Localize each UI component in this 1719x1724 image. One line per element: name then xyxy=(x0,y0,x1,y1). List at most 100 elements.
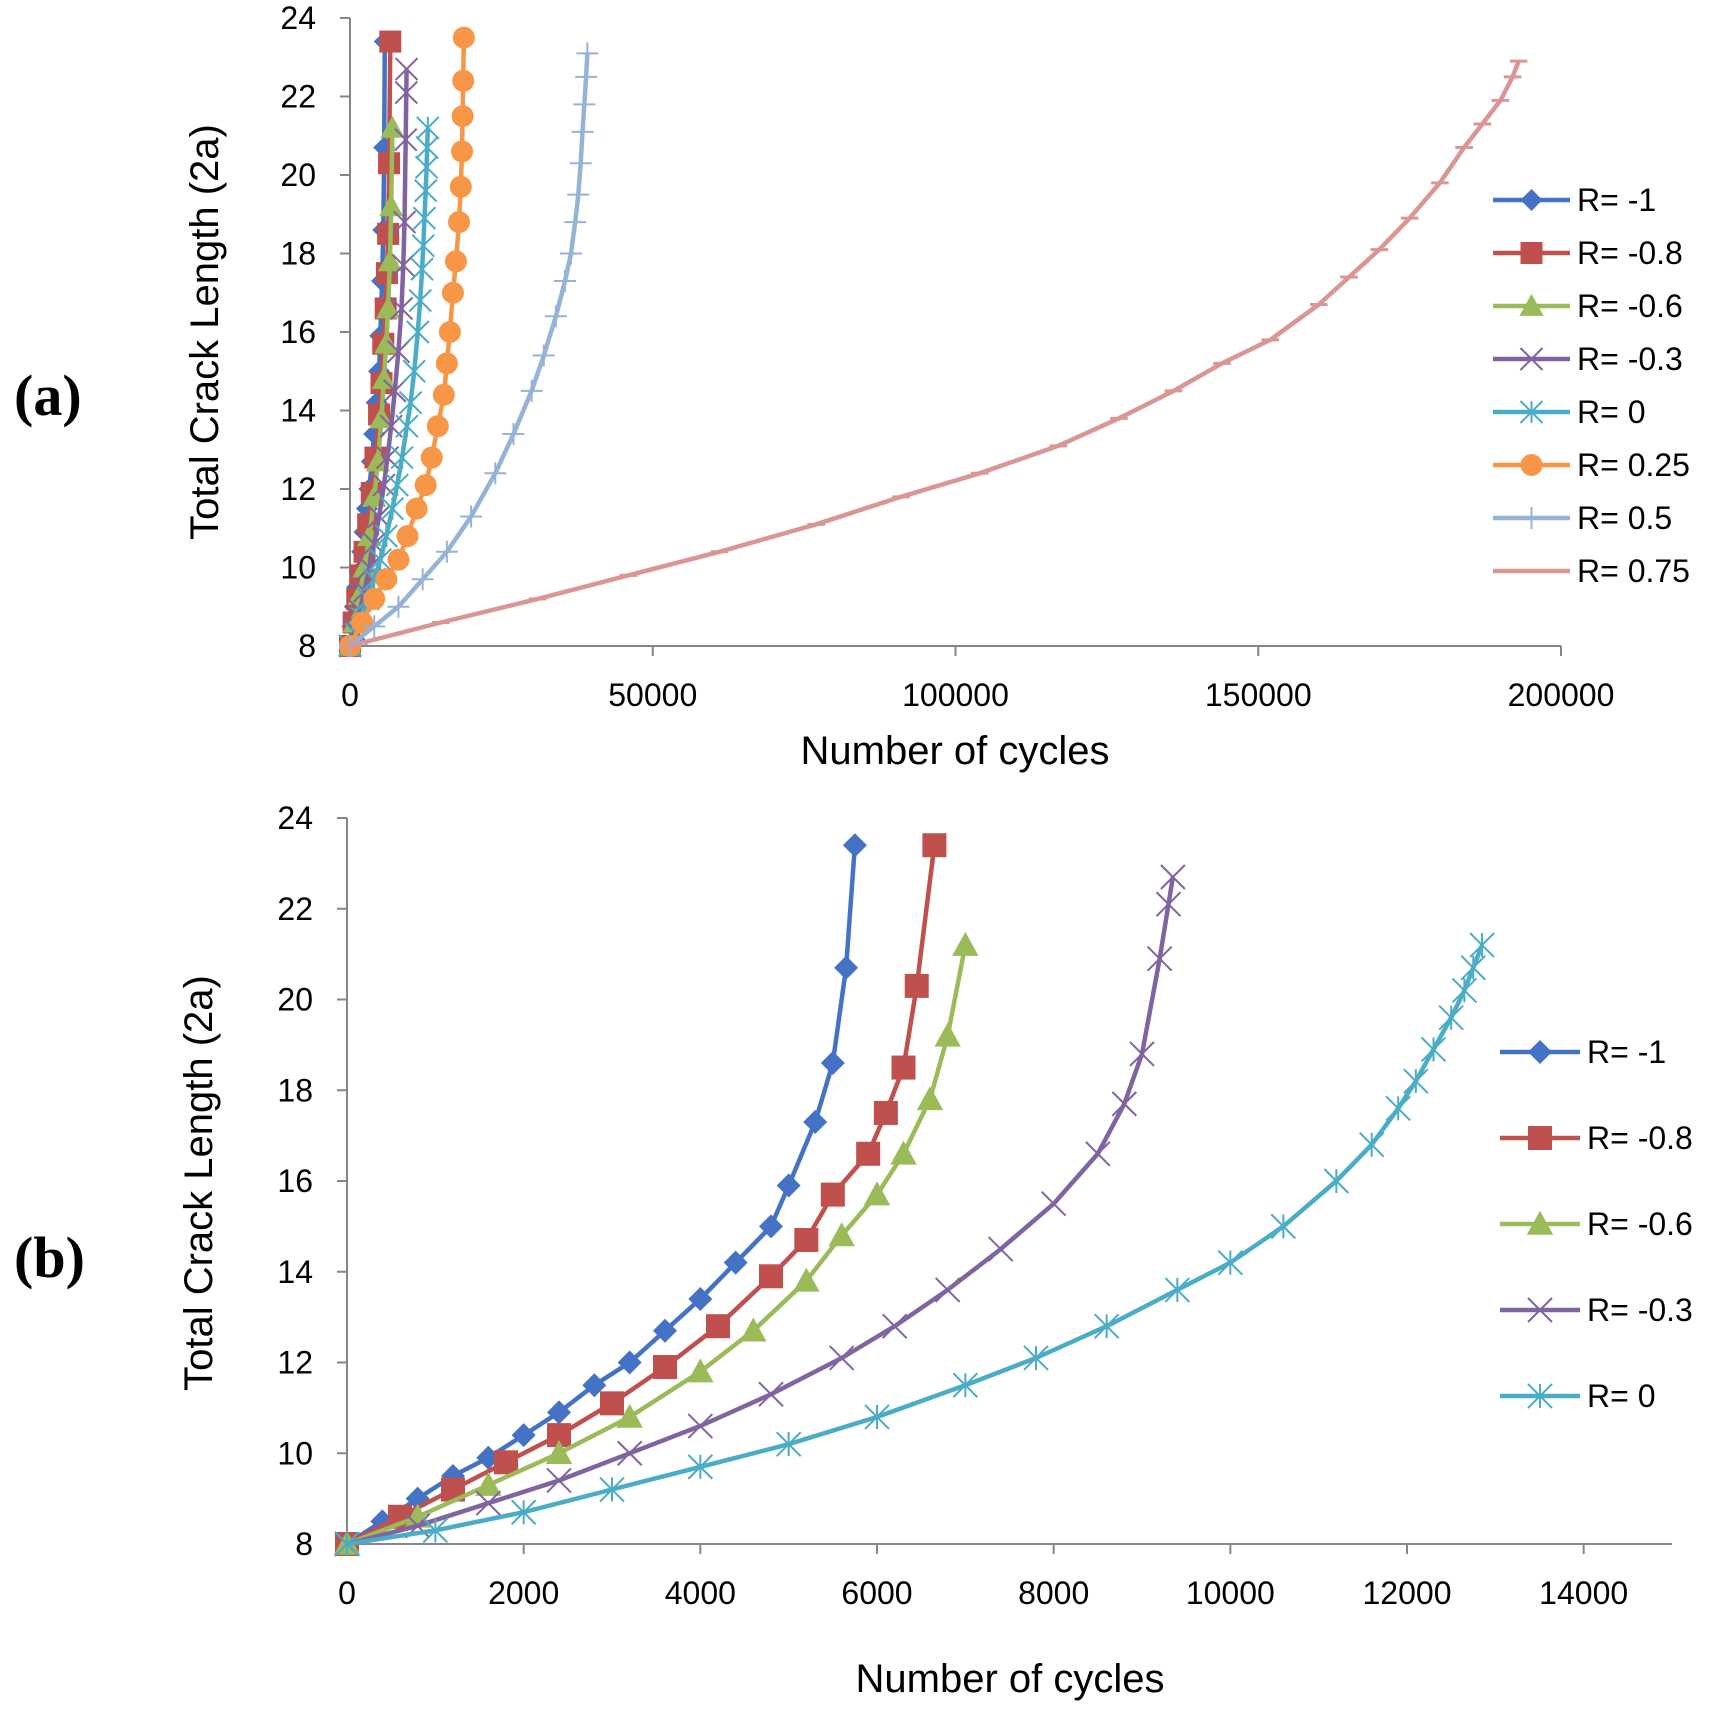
x-tick-label: 0 xyxy=(338,1575,356,1611)
data-point xyxy=(1155,891,1182,917)
data-point xyxy=(617,1350,642,1375)
chart-a: 8 10 12 14 16 18 20 22 24 0 50000 100000 150000 20000… xyxy=(183,0,1690,773)
data-point xyxy=(438,321,461,343)
data-point xyxy=(687,1454,714,1480)
legend-label: R= -0.6 xyxy=(1587,1206,1693,1242)
data-point xyxy=(452,26,475,49)
data-point xyxy=(532,344,555,367)
data-point xyxy=(616,1403,643,1428)
y-axis-title: Total Crack Length (2a) xyxy=(183,124,227,540)
x-axis-title: Number of cycles xyxy=(856,1657,1165,1701)
legend-marker xyxy=(1520,242,1543,264)
data-point xyxy=(1093,1313,1120,1339)
data-point xyxy=(547,1400,571,1425)
data-point xyxy=(881,1313,908,1339)
data-point xyxy=(379,30,402,53)
data-point xyxy=(363,615,386,638)
data-point xyxy=(435,352,458,375)
x-tick-label: 0 xyxy=(341,677,359,713)
data-point xyxy=(1438,1004,1464,1031)
data-point xyxy=(449,175,472,198)
legend-label: R= -1 xyxy=(1587,1034,1666,1070)
data-point xyxy=(1385,1095,1411,1122)
data-point xyxy=(484,462,507,485)
data-point xyxy=(444,250,467,273)
data-point xyxy=(758,1381,784,1407)
series-line xyxy=(346,944,1485,1547)
data-point xyxy=(569,152,592,175)
data-point xyxy=(759,1214,783,1239)
data-point xyxy=(416,116,440,140)
data-point xyxy=(432,383,455,406)
y-tick-label: 14 xyxy=(277,1254,313,1290)
data-point xyxy=(1129,1041,1155,1067)
data-point xyxy=(510,1499,537,1525)
data-point xyxy=(395,414,419,438)
data-point xyxy=(723,1250,748,1275)
data-point xyxy=(891,1055,916,1080)
x-tick-label: 14000 xyxy=(1539,1575,1628,1611)
data-point xyxy=(706,1314,730,1339)
data-point xyxy=(1164,1277,1191,1303)
data-point xyxy=(392,210,417,234)
y-tick-label: 24 xyxy=(280,0,316,36)
data-point xyxy=(653,1318,677,1343)
data-point xyxy=(414,155,439,179)
series-r0 xyxy=(334,932,1495,1557)
series-line xyxy=(345,845,858,1546)
data-point xyxy=(367,504,391,529)
y-tick-label: 18 xyxy=(277,1072,313,1108)
y-tick-label: 18 xyxy=(280,236,316,272)
data-point xyxy=(375,568,398,591)
data-point xyxy=(952,931,979,956)
data-point xyxy=(863,1181,891,1206)
data-point xyxy=(803,1110,828,1135)
legend-label: R= -0.8 xyxy=(1577,235,1683,271)
data-point xyxy=(820,1051,845,1076)
data-point xyxy=(451,105,474,128)
data-point xyxy=(1217,1249,1244,1276)
series-r0.5 xyxy=(339,42,599,657)
data-point xyxy=(426,415,449,438)
data-point xyxy=(441,281,464,304)
legend-label: R= 0.5 xyxy=(1577,500,1672,536)
chart-b: 8 10 12 14 16 18 20 22 24 0 2000 4000 6000 8000 10000 1… xyxy=(177,800,1693,1701)
data-point xyxy=(1403,1068,1429,1094)
data-point xyxy=(873,1100,898,1125)
data-point xyxy=(408,288,432,313)
y-tick-label: 12 xyxy=(277,1345,313,1381)
legend-item: R= 0.5 xyxy=(1493,500,1672,536)
data-point xyxy=(864,1404,890,1430)
data-point xyxy=(415,135,439,160)
data-point xyxy=(414,474,437,497)
data-point xyxy=(387,548,410,571)
data-point xyxy=(377,249,403,272)
x-tick-label: 150000 xyxy=(1205,677,1312,713)
legend-item: R= 0 xyxy=(1500,1378,1655,1414)
data-point xyxy=(1111,1091,1138,1117)
data-point xyxy=(412,206,437,230)
data-point xyxy=(1460,955,1486,981)
data-point xyxy=(475,1490,502,1516)
legend-marker xyxy=(1527,1297,1553,1323)
x-tick-label: 10000 xyxy=(1186,1575,1275,1611)
legend-item: R= -0.3 xyxy=(1500,1292,1693,1328)
legend-label: R= -0.6 xyxy=(1577,288,1683,324)
data-point xyxy=(775,1431,802,1457)
series-line xyxy=(346,876,1176,1547)
legend-item: R= 0.25 xyxy=(1493,447,1690,483)
x-tick-label: 12000 xyxy=(1363,1575,1452,1611)
data-point xyxy=(371,367,397,389)
data-point xyxy=(952,1372,979,1398)
legend-marker xyxy=(1520,189,1543,211)
y-tick-label: 10 xyxy=(280,550,316,586)
panel-label-b: (b) xyxy=(14,1225,85,1290)
data-point xyxy=(856,1141,881,1166)
data-point xyxy=(351,611,374,634)
data-point xyxy=(1146,945,1173,972)
data-point xyxy=(374,524,399,548)
legend-marker xyxy=(1519,347,1544,371)
data-point xyxy=(828,1222,855,1247)
series-r0.25 xyxy=(339,26,475,657)
